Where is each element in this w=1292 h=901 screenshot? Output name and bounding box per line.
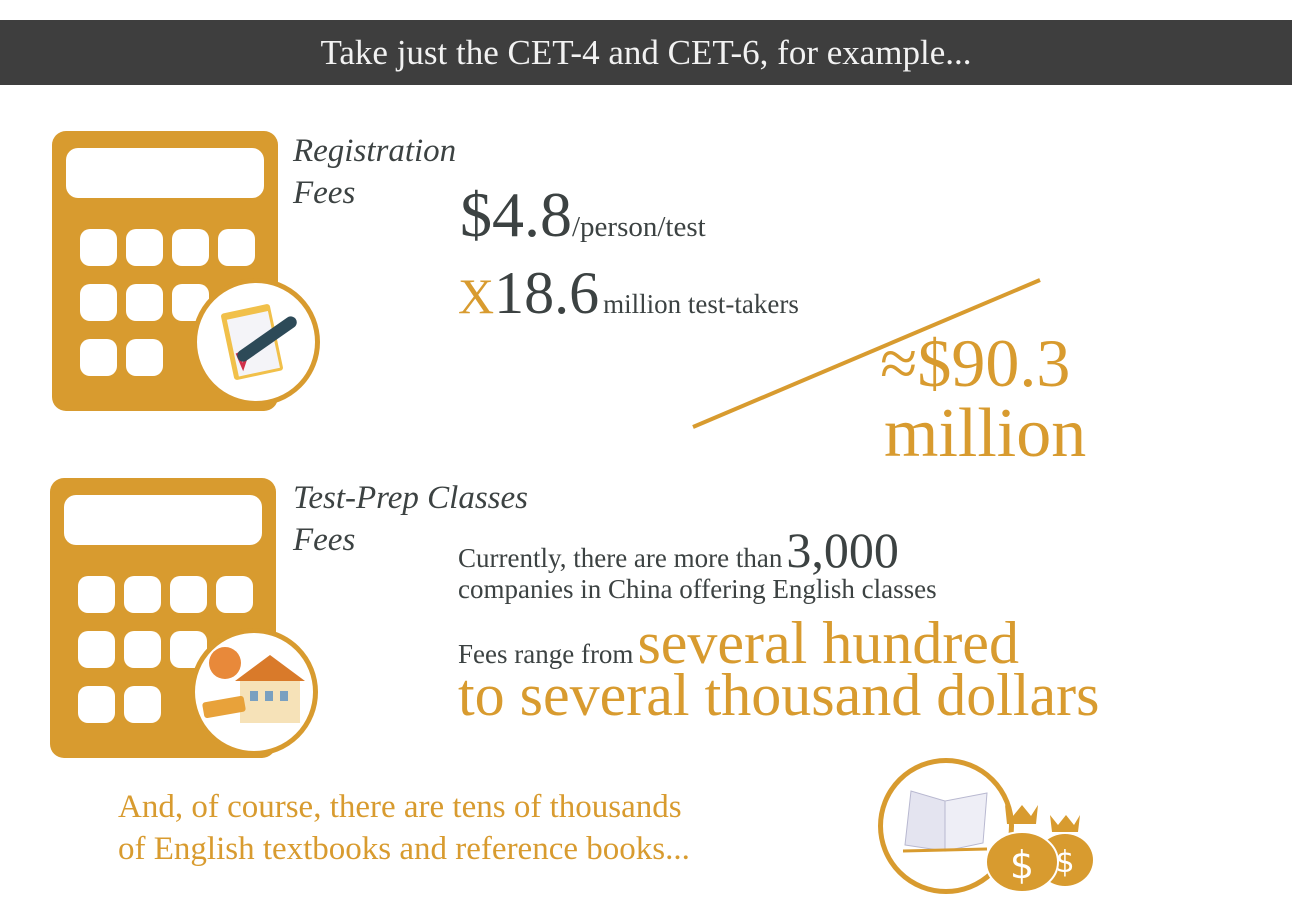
classes-label-line2: Fees [293,522,356,558]
takers-value: 18.6 [494,260,600,326]
takers-unit: million test-takers [603,289,799,319]
registration-label-line1: Registration [293,133,457,169]
clipboard-pen-icon [192,278,320,406]
svg-text:$: $ [1055,845,1074,880]
company-count: 3,000 [786,522,899,578]
classes-line1: Currently, there are more than [458,543,783,573]
money-bags-icon: $ $ [985,805,1093,893]
price-value: $4.8 [460,179,572,250]
books-line1: And, of course, there are tens of thousa… [118,789,682,825]
total-value: ≈$90.3 [880,325,1071,401]
school-building-icon [190,628,318,756]
times-symbol: X [458,268,495,324]
svg-text:$: $ [1010,843,1034,887]
total-unit: million [884,395,1087,472]
books-line2: of English textbooks and reference books… [118,831,690,867]
classes-line2: companies in China offering English clas… [458,574,937,604]
classes-label-line1: Test-Prep Classes [293,480,528,516]
price-unit: /person/test [572,211,706,243]
fees-prefix: Fees range from [458,639,634,669]
header-banner: Take just the CET-4 and CET-6, for examp… [0,20,1292,85]
fees-range-line2: to several thousand dollars [458,662,1100,728]
registration-label-line2: Fees [293,175,356,211]
fees-range-line1: several hundred [637,610,1019,676]
calculator-icon [50,478,276,758]
